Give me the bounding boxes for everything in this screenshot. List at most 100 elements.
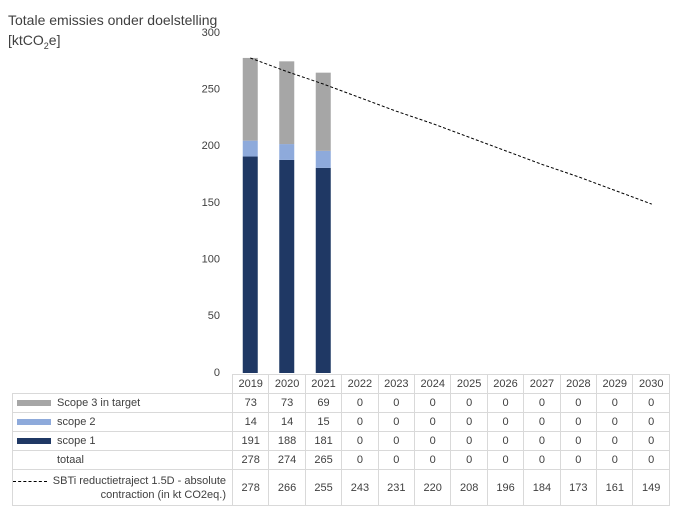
table-value: 0 <box>414 412 452 432</box>
category-label: 2028 <box>559 374 598 394</box>
table-value: 14 <box>268 412 306 432</box>
bar-segment <box>315 167 331 373</box>
table-value: 0 <box>523 412 561 432</box>
bar-segment <box>315 72 331 151</box>
table-value: 69 <box>304 393 343 413</box>
table-header-row: 2019 2020 2021 2022 2023 2024 2025 2026 2027 2028… <box>12 374 670 394</box>
table-value: 231 <box>377 469 416 506</box>
table-value: 0 <box>414 431 452 451</box>
legend-swatch <box>17 400 51 407</box>
category-label: 2026 <box>486 374 525 394</box>
table-value: 0 <box>486 431 525 451</box>
table-value: 0 <box>450 450 488 470</box>
table-value: 0 <box>450 393 488 413</box>
legend-label: totaal <box>57 454 84 466</box>
category-label: 2021 <box>304 374 343 394</box>
table-value: 0 <box>559 412 598 432</box>
table-value: 255 <box>304 469 343 506</box>
table-value: 243 <box>341 469 379 506</box>
table-value: 0 <box>486 450 525 470</box>
legend-cell: scope 2 <box>12 412 233 432</box>
category-label: 2023 <box>377 374 416 394</box>
chart-title: Totale emissies onder doelstelling <box>8 12 218 28</box>
table-value: 0 <box>596 431 634 451</box>
table-row: totaal 278 274 265 0 0 0 0 0 0 0 0 0 <box>12 450 670 470</box>
legend-swatch <box>17 419 51 426</box>
table-value: 188 <box>268 431 306 451</box>
y-tick-label: 50 <box>208 310 220 322</box>
table-value: 0 <box>450 412 488 432</box>
table-value: 0 <box>523 393 561 413</box>
table-row: scope 2 14 14 15 0 0 0 0 0 0 0 0 0 <box>12 412 670 432</box>
table-value: 0 <box>632 412 670 432</box>
table-value: 266 <box>268 469 306 506</box>
table-value: 0 <box>596 412 634 432</box>
table-value: 0 <box>559 450 598 470</box>
y-tick-label: 300 <box>202 27 220 39</box>
table-value: 0 <box>377 431 416 451</box>
table-row: SBTi reductietraject 1.5D - absolute con… <box>12 469 670 506</box>
category-label: 2027 <box>523 374 561 394</box>
y-tick-label: 200 <box>202 140 220 152</box>
y-tick-label: 0 <box>214 367 220 379</box>
table-value: 0 <box>596 393 634 413</box>
table-value: 0 <box>341 450 379 470</box>
table-value: 0 <box>486 412 525 432</box>
table-value: 15 <box>304 412 343 432</box>
y-tick-label: 150 <box>202 197 220 209</box>
legend-swatch <box>17 438 51 445</box>
table-value: 0 <box>341 431 379 451</box>
table-value: 0 <box>377 450 416 470</box>
chart-title-block: Totale emissies onder doelstelling [ktCO… <box>8 10 217 56</box>
table-value: 191 <box>231 431 270 451</box>
legend-label: scope 2 <box>57 416 96 428</box>
table-value: 184 <box>523 469 561 506</box>
table-value: 0 <box>523 450 561 470</box>
y-tick-label: 100 <box>202 254 220 266</box>
bar-segment <box>315 150 331 168</box>
table-value: 0 <box>377 412 416 432</box>
table-row: Scope 3 in target 73 73 69 0 0 0 0 0 0 0 0 0 <box>12 393 670 413</box>
legend-cell: scope 1 <box>12 431 233 451</box>
legend-cell: SBTi reductietraject 1.5D - absolute con… <box>12 469 233 506</box>
table-value: 14 <box>231 412 270 432</box>
table-value: 0 <box>377 393 416 413</box>
table-corner <box>12 374 233 394</box>
table-value: 0 <box>632 450 670 470</box>
bar-segment <box>279 144 295 160</box>
table-value: 0 <box>450 431 488 451</box>
category-label: 2025 <box>450 374 488 394</box>
table-value: 0 <box>414 450 452 470</box>
category-label: 2022 <box>341 374 379 394</box>
table-value: 0 <box>414 393 452 413</box>
target-line <box>250 57 652 205</box>
legend-cell: totaal <box>12 450 233 470</box>
table-value: 278 <box>231 469 270 506</box>
legend-label: Scope 3 in target <box>57 397 141 409</box>
table-value: 208 <box>450 469 488 506</box>
unit-suffix: e] <box>48 32 61 48</box>
unit-prefix: [ktCO <box>8 32 44 48</box>
y-axis-unit: [ktCO2e] <box>8 30 217 56</box>
table-value: 220 <box>414 469 452 506</box>
table-value: 0 <box>632 431 670 451</box>
table-value: 161 <box>596 469 634 506</box>
bar-segment <box>242 140 258 157</box>
table-value: 0 <box>559 393 598 413</box>
table-value: 0 <box>341 393 379 413</box>
legend-swatch <box>13 480 47 482</box>
legend-label: scope 1 <box>57 435 96 447</box>
table-value: 181 <box>304 431 343 451</box>
table-value: 0 <box>632 393 670 413</box>
table-value: 196 <box>486 469 525 506</box>
table-value: 0 <box>486 393 525 413</box>
bar-segment <box>242 156 258 373</box>
table-value: 0 <box>341 412 379 432</box>
table-row: scope 1 191 188 181 0 0 0 0 0 0 0 0 0 <box>12 431 670 451</box>
table-value: 149 <box>632 469 670 506</box>
category-label: 2029 <box>596 374 634 394</box>
table-value: 173 <box>559 469 598 506</box>
category-label: 2019 <box>231 374 270 394</box>
